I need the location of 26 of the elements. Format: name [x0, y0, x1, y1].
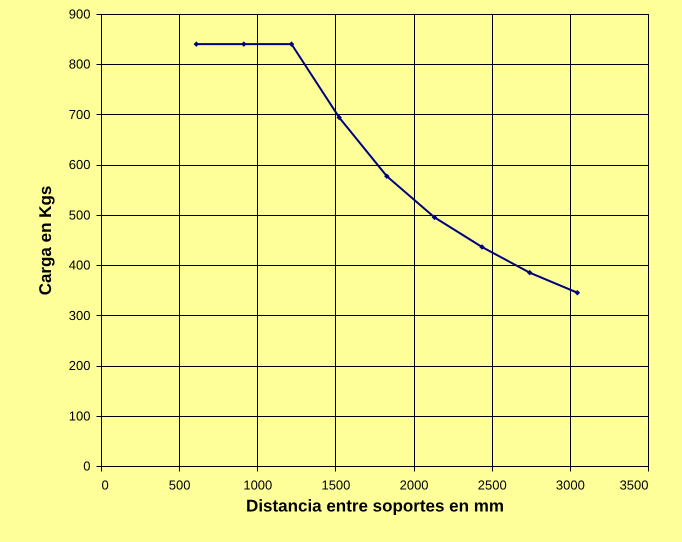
- x-tick-label: 1000: [243, 478, 272, 492]
- y-tick-label: 400: [68, 258, 90, 273]
- y-tick-label: 0: [83, 458, 90, 474]
- point: [336, 114, 342, 120]
- x-axis-title: Distancia entre soportes en mm: [246, 496, 504, 516]
- y-tick-label: 200: [68, 358, 90, 374]
- x-tick-label: 3500: [620, 478, 648, 492]
- point: [526, 270, 532, 276]
- point: [432, 214, 438, 220]
- x-tick-label: 2500: [478, 478, 507, 492]
- point: [479, 244, 485, 250]
- y-tick-label: 800: [68, 56, 90, 72]
- y-axis-title: Carga en Kgs: [36, 186, 55, 296]
- point: [384, 173, 390, 179]
- y-tick-label: 900: [68, 6, 90, 22]
- x-tick-label: 0: [102, 478, 109, 492]
- x-tick-label: 500: [168, 478, 190, 492]
- y-tick-label: 500: [68, 207, 90, 222]
- x-tick-label: 2000: [400, 478, 429, 492]
- x-tick-label: 3000: [556, 478, 585, 492]
- y-tick-label: 100: [68, 408, 90, 424]
- y-tick-label: 700: [68, 106, 90, 122]
- point: [574, 290, 580, 296]
- x-tick-label: 1500: [321, 478, 350, 492]
- y-tick-label: 600: [68, 157, 90, 172]
- y-tick-label: 300: [68, 308, 90, 323]
